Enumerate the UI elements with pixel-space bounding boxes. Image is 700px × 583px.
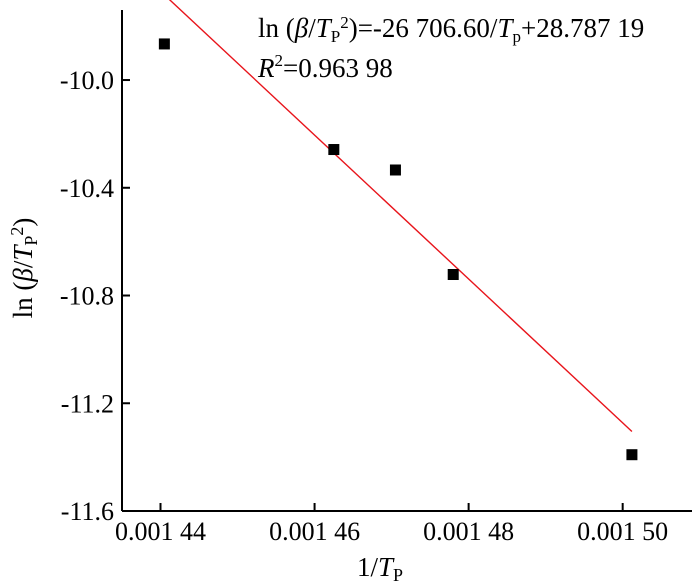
data-point bbox=[389, 164, 401, 176]
y-axis-title: ln (β/TP2) bbox=[7, 218, 41, 319]
y-tick-label: -11.6 bbox=[61, 497, 114, 526]
x-tick-label: 0.001 48 bbox=[423, 517, 514, 546]
x-tick-label: 0.001 46 bbox=[269, 517, 360, 546]
data-point bbox=[328, 144, 340, 156]
y-ticks: -10.0 -10.4 -10.8 -11.2 -11.6 bbox=[60, 66, 130, 526]
x-tick-label: 0.001 50 bbox=[577, 517, 668, 546]
y-tick-label: -10.4 bbox=[60, 174, 114, 203]
data-point bbox=[626, 449, 638, 461]
y-tick-label: -10.0 bbox=[60, 66, 114, 95]
fit-line-layer bbox=[168, 0, 633, 432]
plot-frame bbox=[121, 10, 692, 512]
equation-annotation: ln (β/TP2)=-26 706.60/Tp+28.787 19 bbox=[258, 13, 644, 46]
x-axis-title: 1/TP bbox=[357, 552, 403, 583]
r-squared-annotation: R2=0.963 98 bbox=[257, 51, 393, 83]
x-tick-label: 0.001 44 bbox=[115, 517, 206, 546]
data-point bbox=[158, 38, 170, 50]
fit-line bbox=[168, 0, 633, 432]
x-ticks: 0.001 44 0.001 46 0.001 48 0.001 50 bbox=[115, 503, 668, 546]
data-points bbox=[158, 38, 638, 461]
y-tick-label: -11.2 bbox=[61, 389, 114, 418]
data-point bbox=[447, 269, 459, 281]
y-tick-label: -10.8 bbox=[60, 282, 114, 311]
